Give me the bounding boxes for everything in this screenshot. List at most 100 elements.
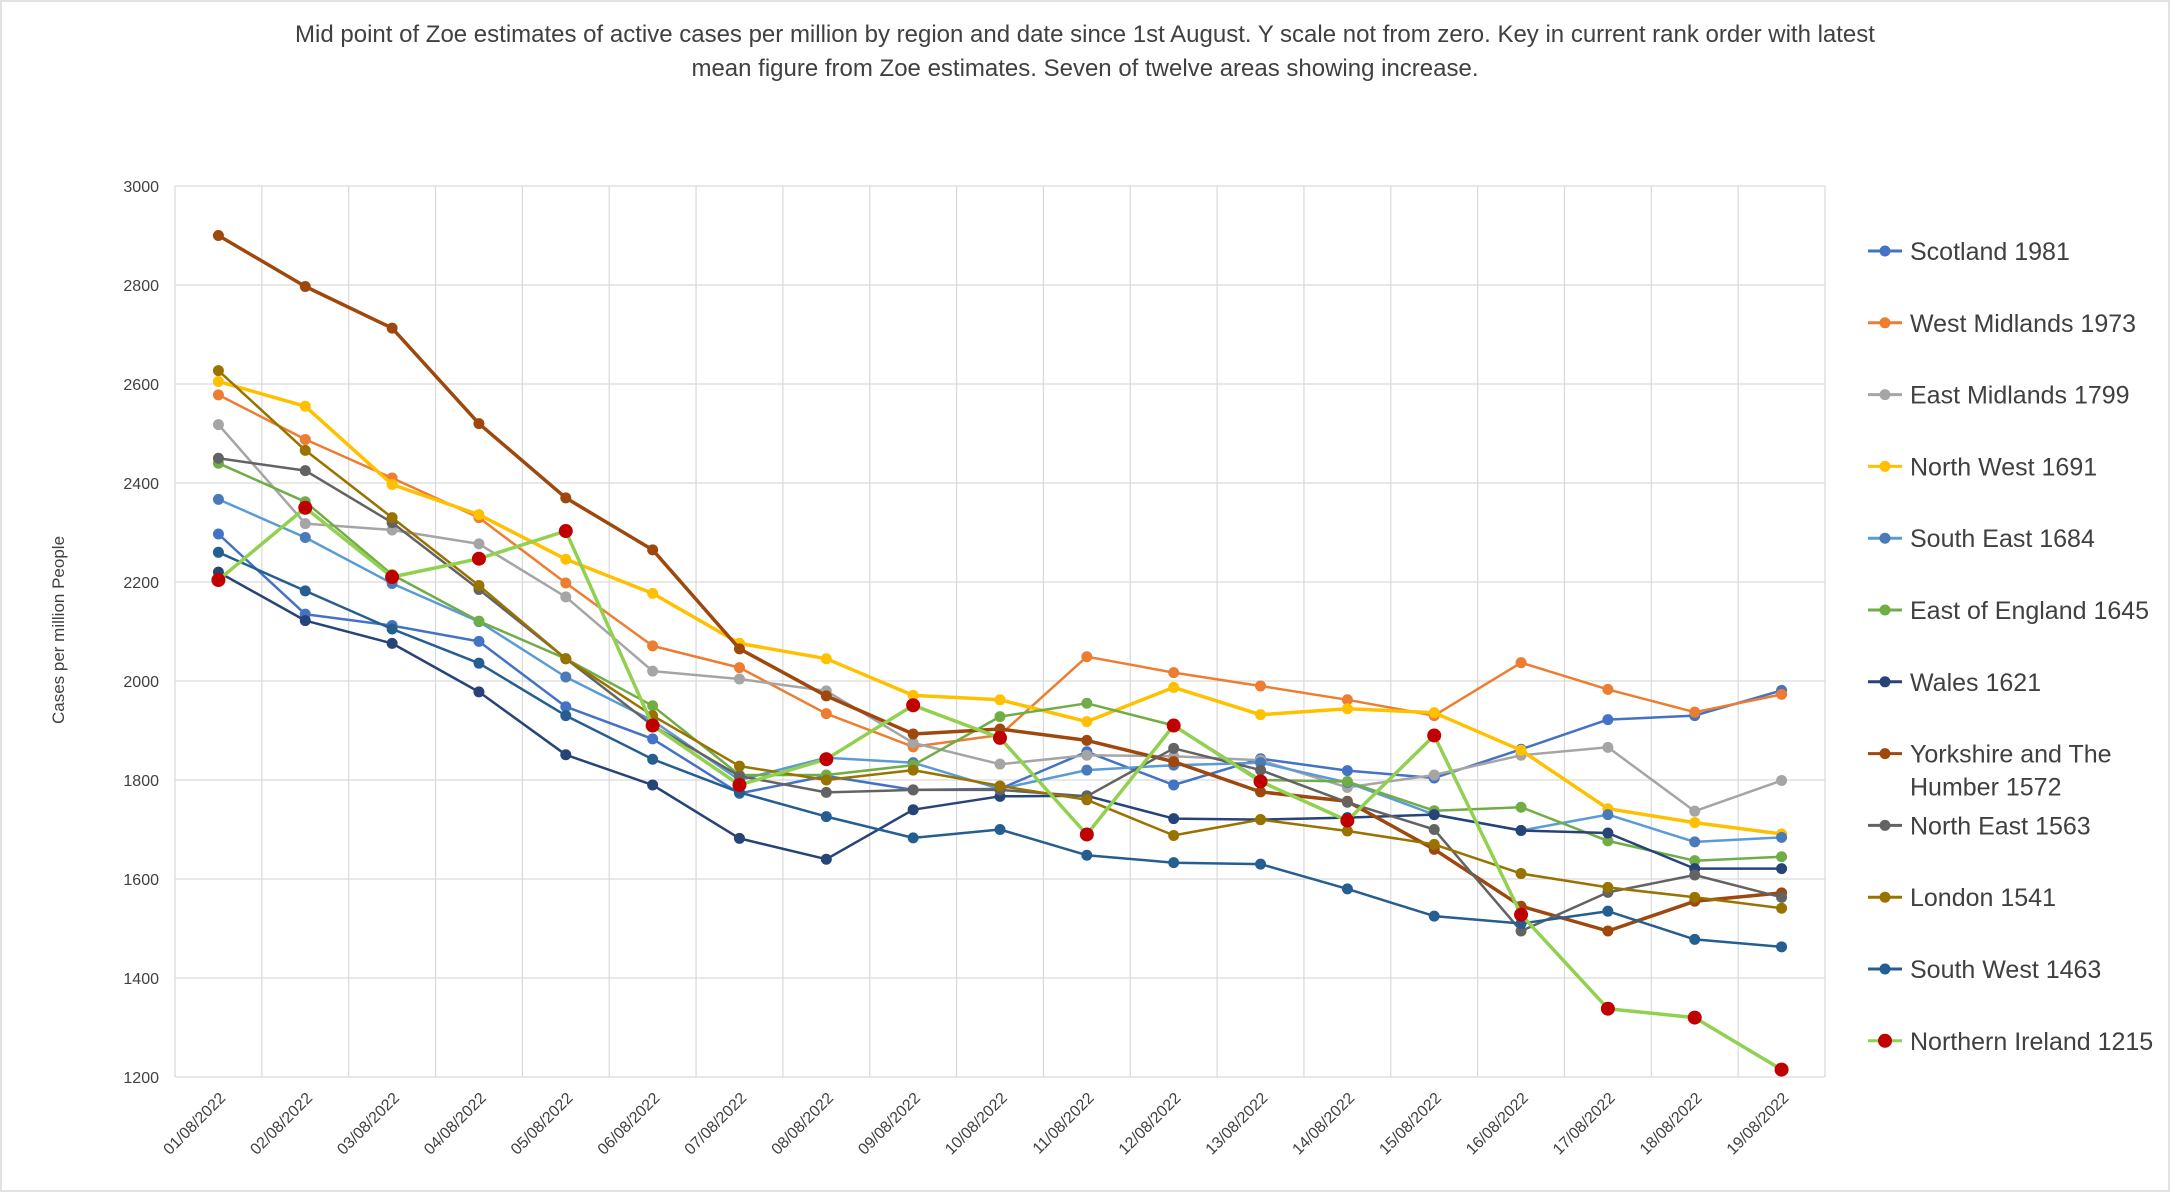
series-2 [212,419,1788,817]
x-tick-label: 05/08/2022 [508,1090,577,1159]
y-tick-label: 1200 [123,1070,159,1087]
data-point [994,824,1006,835]
data-point [560,553,572,565]
y-tick-label: 3000 [123,179,159,196]
data-point [1602,714,1614,726]
legend-label: South West 1463 [1910,956,2101,984]
data-point [647,544,659,556]
legend-item: Wales 1621 [1868,669,2041,697]
data-point [386,512,398,524]
y-tick-label: 2400 [123,476,159,493]
data-point [473,579,485,591]
data-point [647,640,659,652]
data-point [1255,680,1267,692]
data-point [1689,817,1701,829]
data-point [1515,801,1527,813]
y-axis-label: Cases per million People [49,536,68,724]
data-point [733,673,745,685]
legend-swatch-marker [1879,245,1891,257]
data-point [1253,774,1268,789]
data-point [299,615,311,627]
legend-swatch-marker [1879,819,1891,831]
data-point [1515,744,1527,756]
legend-swatch-marker [1879,963,1891,975]
legend-swatch-marker [1879,604,1891,616]
x-tick-label: 09/08/2022 [855,1090,924,1159]
data-point [1081,651,1093,663]
data-point [1079,827,1094,842]
series-line [217,533,1782,795]
legend-swatch-marker [1879,676,1891,688]
data-point [299,531,311,543]
data-point [820,690,832,702]
data-point [386,637,398,649]
data-point [473,418,485,430]
data-point [1687,1010,1702,1025]
data-point [212,493,224,505]
data-point [1602,925,1614,937]
data-point [647,665,659,677]
series-layer [211,230,1789,1077]
x-tick-label: 12/08/2022 [1116,1090,1185,1159]
x-tick-label: 06/08/2022 [595,1090,664,1159]
legend-swatch-marker [1879,748,1891,760]
legend-label: South East 1684 [1910,525,2095,553]
legend-swatch-marker [1878,1033,1892,1048]
legend-label: East Midlands 1799 [1910,382,2130,410]
data-point [733,662,745,674]
series-0 [212,528,1788,799]
legend-label: Humber 1572 [1910,774,2061,802]
data-point [1255,764,1267,776]
data-point [1689,891,1701,903]
data-point [1428,769,1440,781]
data-point [1428,838,1440,850]
data-point [299,518,311,530]
data-point [820,708,832,720]
data-point [1081,697,1093,709]
data-point [473,538,485,550]
data-point [819,752,834,767]
data-point [1776,774,1788,786]
data-point [298,500,313,515]
data-point [1081,734,1093,746]
x-tick-label: 07/08/2022 [682,1090,751,1159]
data-point [993,730,1007,745]
data-point [1602,809,1614,821]
data-point [386,478,398,490]
data-point [386,322,398,334]
data-point [994,694,1006,706]
data-point [906,698,921,713]
data-point [299,585,311,597]
data-point [1428,910,1440,922]
data-point [1776,891,1788,903]
series-3 [212,376,1788,840]
data-point [994,711,1006,723]
data-point [1341,703,1353,715]
y-tick-label: 2600 [123,377,159,394]
data-point [1255,814,1267,826]
data-point [1341,775,1353,787]
x-tick-label: 01/08/2022 [161,1090,230,1159]
legend-item: North East 1563 [1868,812,2091,840]
legend-swatch-marker [1879,891,1891,903]
data-point [647,733,659,745]
data-point [820,774,832,786]
data-point [1168,829,1180,841]
legend-swatch-marker [1879,317,1891,329]
x-axis-ticks: 01/08/2022 02/08/2022 03/08/2022 04/08/2022… [161,1090,1793,1159]
data-point [994,780,1006,792]
x-tick-label: 19/08/2022 [1724,1090,1793,1159]
data-point [732,777,747,792]
data-point [1602,741,1614,753]
data-point [1689,933,1701,945]
data-point [1514,907,1529,922]
data-point [994,758,1006,770]
data-point [212,389,224,401]
data-point [645,718,660,733]
data-point [647,779,659,791]
data-point [820,853,832,865]
data-point [473,635,485,647]
data-point [1168,813,1180,825]
legend-item: West Midlands 1973 [1868,310,2136,338]
data-point [212,419,224,431]
